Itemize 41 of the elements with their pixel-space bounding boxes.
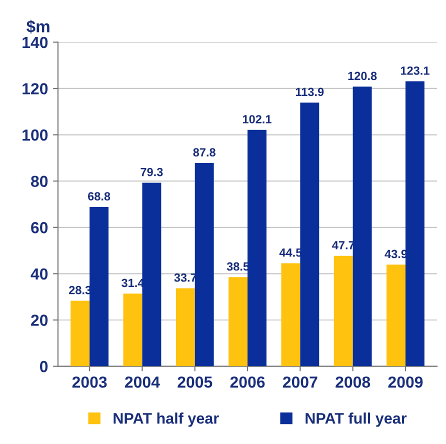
data-label: 47.7 [332,241,354,250]
data-label: 123.1 [400,66,430,75]
y-tick-label: 40 [30,268,48,280]
data-label: 68.8 [88,192,110,201]
x-tick-label: 2005 [178,376,212,388]
bar [90,207,109,366]
x-tick-label: 2004 [125,376,160,388]
bar [405,81,424,366]
bar [248,130,266,366]
y-tick-label: 80 [31,176,48,188]
x-tick-label: 2007 [282,376,318,388]
data-label: 120.8 [348,72,377,80]
data-label: 102.1 [242,115,272,124]
bar [142,182,162,366]
bar [123,294,142,366]
x-tick-label: 2009 [388,376,423,388]
bar [176,288,195,366]
bar [70,300,90,366]
bar [300,102,320,366]
data-label: 113.9 [296,88,324,96]
x-tick-label: 2003 [72,376,107,388]
y-tick-label: 60 [31,222,48,234]
bar [334,256,353,366]
y-tick-label: 140 [22,36,48,48]
bar [194,163,214,366]
y-tick-label: 120 [22,83,48,94]
bar [281,263,300,366]
bar [352,86,372,366]
data-label: 79.3 [140,168,163,176]
legend-label: NPAT half year [114,412,219,427]
data-label: 33.7 [174,273,196,282]
legend-label: NPAT full year [306,412,407,427]
y-tick-label: 0 [40,360,48,372]
y-tick-label: 100 [22,129,48,141]
x-tick-label: 2006 [230,376,265,388]
bar [386,264,406,366]
x-tick-label: 2008 [336,376,370,388]
y-axis-title: $m [26,20,50,34]
y-tick-label: 20 [31,314,48,326]
bar [228,277,248,366]
data-label: 87.8 [193,148,216,157]
